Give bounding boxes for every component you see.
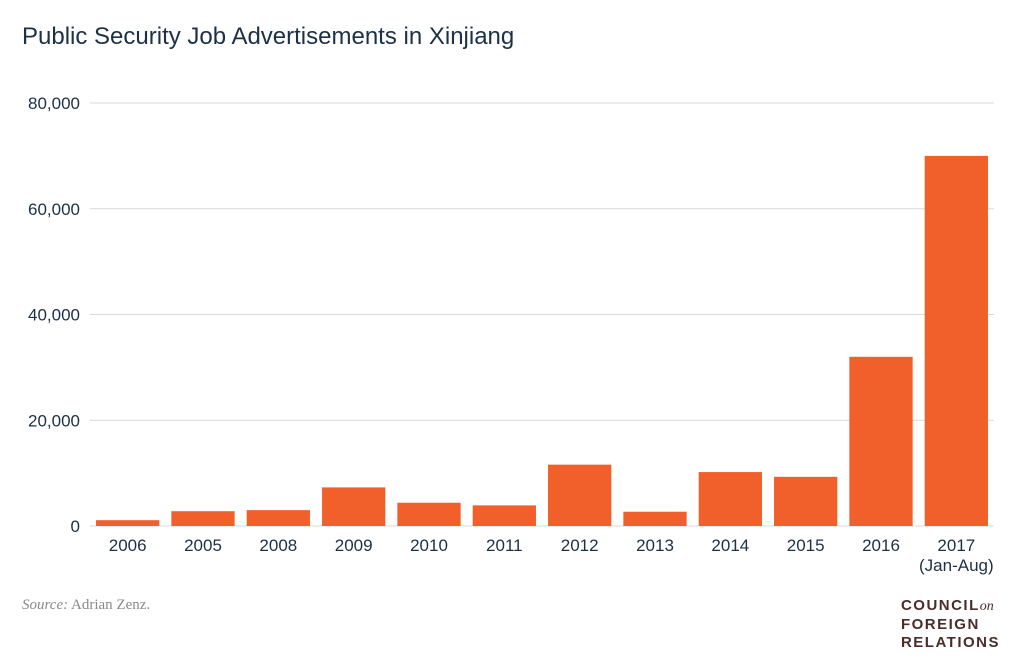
bar — [849, 356, 913, 526]
chart-title: Public Security Job Advertisements in Xi… — [22, 23, 514, 50]
logo-line2: FOREIGN — [900, 616, 980, 633]
source-text: Adrian Zenz. — [68, 597, 151, 613]
source-note: Source: Adrian Zenz. — [22, 597, 150, 614]
bar — [623, 511, 687, 526]
logo-line3: RELATIONS — [900, 634, 1000, 651]
y-tick-label: 60,000 — [28, 200, 80, 219]
source-label: Source: — [22, 597, 69, 613]
y-tick-label: 80,000 — [28, 94, 80, 113]
x-tick-label: 2012 — [561, 536, 599, 555]
gridlines — [90, 102, 994, 527]
logo-line1: COUNCIL — [900, 597, 980, 614]
bars — [96, 155, 988, 526]
y-tick-label: 40,000 — [28, 306, 80, 325]
cfr-logo: COUNCILon FOREIGN RELATIONS — [901, 597, 1000, 652]
x-tick-label: 2017 — [937, 536, 975, 555]
bar — [171, 511, 235, 526]
bar — [924, 155, 988, 526]
bar — [698, 472, 762, 526]
bar — [472, 505, 536, 526]
y-tick-label: 0 — [71, 517, 80, 536]
x-tick-label: 2010 — [410, 536, 448, 555]
x-tick-label: 2015 — [787, 536, 825, 555]
x-tick-label: 2016 — [862, 536, 900, 555]
x-axis-ticks: 2006 2005 2008 2009 2010 2011 2012 2013 2014 2015… — [109, 536, 994, 575]
x-tick-label: 2008 — [259, 536, 297, 555]
bar — [397, 502, 461, 526]
bar — [246, 510, 310, 526]
y-axis-ticks: 0 20,000 40,000 60,000 80,000 — [28, 94, 80, 536]
x-tick-label: 2014 — [711, 536, 749, 555]
x-tick-label: 2011 — [486, 536, 523, 555]
bar — [96, 520, 160, 526]
logo-line1-suffix: on — [979, 599, 994, 614]
bar — [322, 487, 386, 526]
x-tick-label: (Jan-Aug) — [919, 556, 994, 575]
bar — [774, 476, 838, 526]
x-tick-label: 2005 — [184, 536, 222, 555]
x-tick-label: 2006 — [109, 536, 147, 555]
x-tick-label: 2013 — [636, 536, 674, 555]
y-tick-label: 20,000 — [28, 411, 80, 430]
bar — [548, 464, 612, 526]
x-tick-label: 2009 — [335, 536, 373, 555]
